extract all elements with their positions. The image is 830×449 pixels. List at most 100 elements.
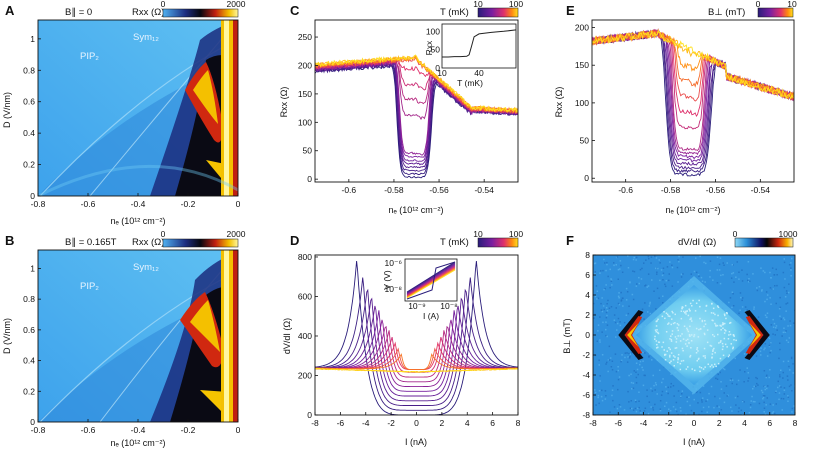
panel-f-speckle (693, 270, 696, 273)
panel-f-speckle (782, 331, 785, 334)
panel-f-speckle (738, 278, 740, 280)
panel-f-speckle (785, 330, 787, 332)
panel-f-speckle (680, 310, 683, 312)
panel-f-speckle (776, 274, 778, 276)
panel-f-speckle (775, 327, 777, 329)
panel-f-speckle (670, 352, 673, 354)
panel-f-ytick-label: 4 (585, 290, 590, 300)
panel-b: B B∥ = 0.165T Rxx (Ω) 0 2000 Sym₁₂ PIP₂ … (2, 229, 246, 448)
panel-f-speckle (668, 279, 670, 282)
panel-f-speckle (764, 271, 766, 274)
panel-f-speckle (654, 335, 656, 338)
panel-f-speckle (628, 374, 630, 377)
panel-f-speckle (596, 298, 598, 300)
panel-a-sym12-label: Sym₁₂ (133, 32, 159, 43)
panel-f-speckle (748, 377, 750, 379)
panel-c-ytick-label: 100 (298, 117, 312, 127)
panel-f-xtick-label: 6 (767, 418, 772, 428)
panel-f-speckle (656, 287, 659, 290)
panel-f-speckle (637, 373, 639, 376)
panel-f-speckle (733, 335, 735, 337)
panel-f-speckle (712, 319, 714, 322)
panel-e-series-line (592, 28, 794, 160)
panel-f-speckle (626, 352, 628, 354)
panel-d-inset-line (406, 266, 456, 297)
panel-f-speckle (650, 387, 652, 390)
panel-f-speckle (605, 316, 608, 319)
panel-f-peak-yellow (627, 323, 639, 347)
panel-f-peak-yellow (749, 323, 761, 347)
panel-d-ytick-label: 0 (307, 410, 312, 420)
panel-f-speckle (694, 310, 697, 312)
panel-f-speckle (784, 278, 786, 280)
panel-f-speckle (741, 280, 744, 282)
panel-f-speckle (713, 347, 715, 350)
panel-f-speckle (679, 368, 682, 371)
panel-e-xtick-label: -0.54 (751, 185, 771, 195)
panel-f-speckle (684, 343, 687, 345)
panel-f-speckle (790, 262, 792, 264)
panel-f-speckle (726, 346, 728, 348)
panel-f-speckle (718, 263, 721, 266)
panel-f-speckle (657, 331, 659, 334)
panel-e: E B⊥ (mT) 0 10 -0.6 -0.58 -0.56 -0.54 0 50 100… (554, 0, 797, 215)
panel-f-speckle (625, 299, 628, 301)
panel-f-speckle (625, 287, 628, 290)
panel-f-speckle (737, 410, 740, 413)
panel-f-speckle (631, 352, 633, 354)
panel-f-speckle (668, 347, 670, 349)
panel-f-speckle (768, 337, 771, 340)
panel-c-ytick-label: 50 (303, 146, 313, 156)
panel-f-speckle (676, 266, 679, 269)
panel-f-speckle (625, 314, 628, 316)
panel-f-speckle (639, 410, 641, 412)
panel-d-inset-ytick-0: 10⁻⁶ (385, 258, 402, 268)
panel-f-speckle (688, 396, 690, 398)
panel-f-speckle (622, 305, 624, 307)
panel-f-speckle (766, 312, 769, 314)
panel-f-speckle (705, 304, 708, 307)
panel-f-speckle (667, 323, 669, 325)
panel-f-speckle (601, 399, 604, 402)
panel-f-speckle (664, 405, 666, 407)
panel-f-speckle (724, 343, 727, 346)
panel-f-speckle (646, 395, 648, 398)
panel-f-speckle (710, 312, 713, 314)
panel-f-speckle (619, 268, 621, 270)
panel-f-speckle (704, 310, 707, 312)
panel-f-speckle (683, 325, 686, 327)
panel-f-speckle (770, 277, 772, 279)
panel-f-speckle (613, 319, 616, 321)
panel-f-speckle (677, 324, 680, 326)
panel-c-ytick-label: 150 (298, 89, 312, 99)
panel-f-speckle (711, 357, 713, 359)
panel-f-speckle (711, 353, 714, 355)
panel-f-speckle (597, 396, 599, 399)
panel-f-speckle (642, 360, 644, 362)
panel-f-speckle (769, 271, 771, 274)
panel-f-speckle (609, 357, 612, 359)
panel-f-speckle (644, 285, 646, 287)
panel-b-xtick-label: -0.6 (81, 425, 96, 435)
panel-f-speckle (730, 343, 732, 345)
panel-f-colorbar-label: dV/dI (Ω) (678, 237, 716, 248)
panel-f-speckle (677, 357, 679, 359)
panel-f-speckle (729, 322, 731, 324)
panel-f-speckle (657, 267, 659, 270)
panel-f-speckle (788, 337, 791, 339)
panel-f-speckle (722, 367, 725, 370)
panel-f-speckle (695, 352, 698, 354)
panel-f-speckle (618, 404, 621, 406)
panel-f-speckle (774, 412, 776, 415)
panel-f-speckle (741, 297, 744, 299)
panel-d-ytick-label: 200 (298, 370, 312, 380)
panel-f-xtick-label: 2 (717, 418, 722, 428)
panel-f-speckle (676, 323, 679, 325)
panel-f-speckle (702, 385, 705, 387)
panel-f-speckle (595, 404, 597, 406)
panel-f-speckle (648, 305, 651, 307)
panel-f-speckle (723, 392, 725, 394)
panel-d-colorbar-max: 100 (509, 229, 523, 239)
panel-f-speckle (719, 357, 722, 360)
panel-f-speckle (693, 398, 695, 401)
